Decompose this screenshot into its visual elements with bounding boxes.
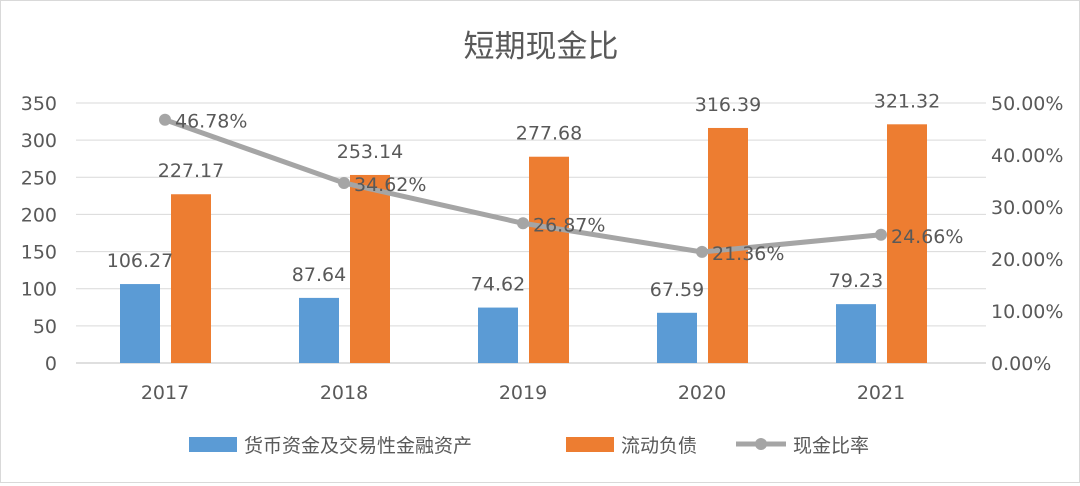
bar-label-assets: 74.62 <box>471 274 525 296</box>
ratio-label: 21.36% <box>712 243 784 265</box>
right-tick-label: 0.00% <box>991 353 1051 375</box>
ratio-point <box>159 113 171 126</box>
bar-label-liabilities: 227.17 <box>158 160 224 182</box>
legend-label-assets: 货币资金及交易性金融资产 <box>244 435 472 457</box>
right-tick-label: 10.00% <box>991 301 1063 323</box>
bar-assets <box>299 297 339 363</box>
left-tick-label: 50 <box>33 316 57 338</box>
left-tick-label: 150 <box>21 242 57 264</box>
bar-assets <box>120 284 160 363</box>
bar-assets <box>478 307 518 363</box>
bar-label-assets: 106.27 <box>107 250 173 272</box>
right-tick-label: 50.00% <box>991 93 1063 115</box>
x-tick-label: 2020 <box>678 382 726 404</box>
bar-label-assets: 87.64 <box>292 264 346 286</box>
left-tick-label: 200 <box>21 204 57 226</box>
ratio-point <box>517 217 529 230</box>
ratio-point <box>696 245 708 258</box>
left-tick-label: 350 <box>21 93 57 115</box>
bar-label-assets: 67.59 <box>650 279 704 301</box>
bar-liabilities <box>887 124 927 363</box>
left-tick-label: 0 <box>45 353 57 375</box>
ratio-point <box>875 228 887 241</box>
bar-liabilities <box>708 127 748 363</box>
ratio-label: 26.87% <box>533 214 605 236</box>
x-tick-label: 2019 <box>499 382 547 404</box>
left-tick-label: 250 <box>21 167 57 189</box>
ratio-point <box>338 176 350 189</box>
legend-swatch-assets <box>189 437 237 452</box>
legend-label-liabilities: 流动负债 <box>621 435 697 457</box>
legend-swatch-liabilities <box>566 437 614 452</box>
x-tick-label: 2017 <box>141 382 189 404</box>
chart-title: 短期现金比 <box>464 29 619 65</box>
left-tick-label: 100 <box>21 279 57 301</box>
bar-label-liabilities: 253.14 <box>337 141 403 163</box>
bar-liabilities <box>529 156 569 363</box>
right-tick-label: 40.00% <box>991 145 1063 167</box>
ratio-label: 24.66% <box>891 226 963 248</box>
bar-liabilities <box>171 194 211 363</box>
bar-label-liabilities: 277.68 <box>516 123 582 145</box>
bar-liabilities <box>350 174 390 363</box>
legend-label-ratio: 现金比率 <box>793 435 869 457</box>
legend-marker-ratio <box>755 438 767 450</box>
right-tick-label: 20.00% <box>991 249 1063 271</box>
bar-assets <box>836 304 876 363</box>
bar-label-assets: 79.23 <box>829 270 883 292</box>
bar-label-liabilities: 316.39 <box>695 94 761 116</box>
bar-assets <box>657 312 697 363</box>
x-tick-label: 2021 <box>857 382 905 404</box>
right-tick-label: 30.00% <box>991 197 1063 219</box>
left-tick-label: 300 <box>21 130 57 152</box>
ratio-label: 46.78% <box>175 111 247 133</box>
ratio-label: 34.62% <box>354 174 426 196</box>
x-tick-label: 2018 <box>320 382 368 404</box>
bar-label-liabilities: 321.32 <box>874 90 940 112</box>
